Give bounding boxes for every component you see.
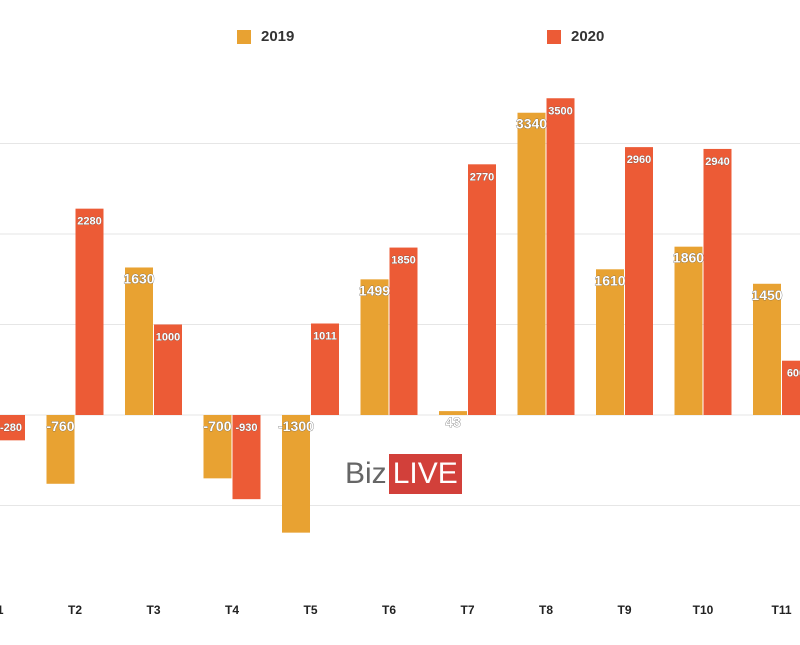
data-label-2020-t2: 2280 bbox=[77, 216, 101, 228]
bar-2019-t11 bbox=[753, 283, 781, 415]
data-label-2019-t11: 1450 bbox=[751, 287, 782, 303]
x-tick-t6: T6 bbox=[382, 603, 396, 617]
bar-2019-t2 bbox=[46, 415, 75, 484]
x-tick-t4: T4 bbox=[225, 603, 239, 617]
data-label-2020-t6: 1850 bbox=[391, 255, 415, 267]
legend-label-2019: 2019 bbox=[261, 28, 295, 45]
x-tick-t2: T2 bbox=[68, 603, 82, 617]
legend-label-2020: 2020 bbox=[571, 28, 605, 45]
data-label-2020-t3: 1000 bbox=[156, 332, 180, 344]
data-label-2019-t4: -700 bbox=[203, 418, 231, 434]
data-label-2020-t9: 2960 bbox=[627, 154, 651, 166]
bar-2019-t9 bbox=[596, 269, 624, 415]
data-label-2019-t2: -760 bbox=[46, 418, 74, 434]
data-label-2020-t10: 2940 bbox=[705, 156, 729, 168]
watermark-live: LIVE bbox=[388, 454, 462, 494]
legend-swatch-2020 bbox=[547, 29, 561, 44]
x-tick-t1: T1 bbox=[0, 603, 4, 617]
bar-2020-t11 bbox=[782, 360, 800, 415]
x-tick-t3: T3 bbox=[146, 603, 160, 617]
data-label-2019-t10: 1860 bbox=[673, 250, 704, 266]
bar-2020-t5 bbox=[311, 323, 339, 415]
bar-2020-t2 bbox=[75, 208, 104, 415]
data-label-2019-t5: -1300 bbox=[278, 418, 314, 434]
data-label-2020-t1: -280 bbox=[0, 422, 22, 434]
data-label-2019-t8: 3340 bbox=[516, 116, 547, 132]
bar-2020-t7 bbox=[468, 164, 496, 415]
legend-item-2020: 2020 bbox=[547, 28, 604, 45]
x-tick-t7: T7 bbox=[460, 603, 474, 617]
bar-2020-t10 bbox=[703, 148, 732, 415]
bar-2020-t4 bbox=[232, 415, 261, 500]
bar-2019-t3 bbox=[125, 267, 153, 415]
bar-2019-t5 bbox=[282, 415, 310, 533]
bar-2020-t6 bbox=[389, 247, 418, 415]
data-label-2020-t4: -930 bbox=[235, 422, 257, 434]
data-label-2019-t9: 1610 bbox=[594, 272, 625, 288]
x-tick-t9: T9 bbox=[617, 603, 631, 617]
bar-2019-t7 bbox=[439, 411, 467, 415]
legend-swatch-2019 bbox=[237, 29, 251, 44]
bizlive-watermark: Biz LIVE bbox=[345, 454, 462, 494]
bar-2019-t8 bbox=[517, 112, 546, 415]
x-tick-t8: T8 bbox=[539, 603, 553, 617]
x-tick-t5: T5 bbox=[303, 603, 317, 617]
data-label-2019-t7: 43 bbox=[445, 414, 461, 430]
data-label-2020-t7: 2770 bbox=[470, 171, 494, 183]
bar-2020-t8 bbox=[546, 98, 575, 415]
x-tick-t11: T11 bbox=[771, 603, 791, 617]
bar-2020-t9 bbox=[625, 147, 653, 415]
data-label-2020-t11: 600 bbox=[787, 368, 800, 380]
bar-2019-t10 bbox=[674, 246, 703, 415]
legend: 2019 2020 bbox=[0, 28, 800, 52]
data-label-2019-t6: 1499 bbox=[359, 282, 390, 298]
x-tick-t10: T10 bbox=[693, 603, 714, 617]
bar-2019-t6 bbox=[360, 279, 389, 415]
data-label-2019-t3: 1630 bbox=[123, 270, 154, 286]
data-label-2020-t5: 1011 bbox=[313, 331, 337, 343]
bar-2020-t3 bbox=[154, 324, 182, 415]
legend-item-2019: 2019 bbox=[237, 28, 294, 45]
bar-2019-t4 bbox=[203, 415, 232, 479]
data-label-2020-t8: 3500 bbox=[548, 105, 572, 117]
bar-2020-t1 bbox=[0, 415, 25, 441]
watermark-biz: Biz bbox=[345, 457, 387, 490]
